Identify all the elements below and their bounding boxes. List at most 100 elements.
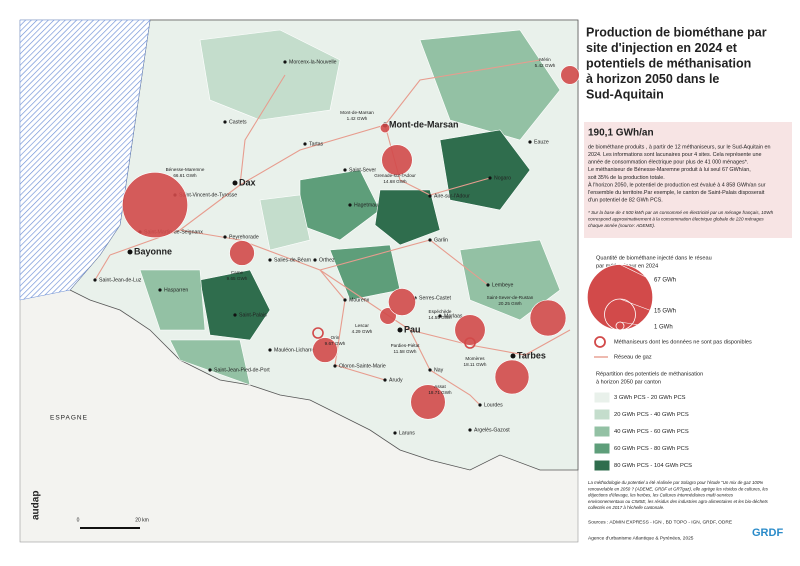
place-dot	[127, 249, 133, 255]
site-name: Saint-Sever-de-Rustan	[487, 295, 534, 300]
methodology: déjections d'élevage, les herbes, les Cu…	[588, 493, 734, 498]
site-value: 1.42 GWh	[347, 116, 368, 121]
place-label: Saint-Jean-Pied-de-Port	[214, 367, 270, 373]
legend-bubble-label: 15 GWh	[654, 309, 676, 315]
place-dot	[510, 353, 516, 359]
site-bubble	[122, 172, 188, 238]
city-label: Pau	[404, 324, 421, 334]
intro-text: À l'horizon 2050, le potentiel de produc…	[588, 181, 766, 188]
canton	[139, 269, 206, 331]
scale-label: 0	[77, 517, 80, 523]
grdf-logo: GRDF	[752, 527, 783, 539]
site-bubble	[312, 337, 338, 363]
place-label: Eauze	[534, 139, 549, 145]
place-label: Saint-Sever	[349, 167, 376, 173]
legend-class-label: 60 GWh PCS - 80 GWh PCS	[614, 446, 689, 452]
site-value: 9.65 GWh	[227, 276, 248, 281]
place-dot	[268, 258, 272, 262]
place-label: Tartas	[309, 141, 324, 147]
site-bubble	[379, 307, 397, 325]
place-label: Nogaro	[494, 175, 511, 181]
place-dot	[93, 278, 97, 282]
legend-missing-label: Méthaniseurs dont les données ne sont pa…	[614, 339, 752, 345]
place-label: Serres-Castet	[419, 295, 452, 301]
place-label: Arudy	[389, 377, 403, 383]
site-value: 5.42 GWh	[535, 63, 556, 68]
legend-class-label: 3 GWh PCS - 20 GWh PCS	[614, 395, 686, 401]
intro-text: 2024. Les informations sont lacunaires p…	[588, 152, 762, 158]
legend-class-label: 20 GWh PCS - 40 GWh PCS	[614, 412, 689, 418]
place-dot	[223, 120, 227, 124]
site-name: Grenade-sur-l'Adour	[374, 173, 416, 178]
site-value: 9.67 GWh	[325, 341, 346, 346]
title: Sud-Aquitain	[586, 87, 664, 101]
place-label: Mourenx	[349, 297, 370, 303]
scale-label: 20 km	[135, 517, 149, 523]
city-label: Mont-de-Marsan	[389, 119, 459, 129]
place-label: Morcenx-la-Nouvelle	[289, 59, 337, 65]
gas-pipe	[319, 269, 386, 381]
map	[19, 19, 579, 543]
site-bubble	[379, 122, 391, 134]
city-label: Bayonne	[134, 246, 172, 256]
place-dot	[333, 364, 337, 368]
canton	[419, 29, 561, 141]
headline: 190,1 GWh/an	[588, 128, 654, 139]
methodology: La méthodologie du potentiel a été réali…	[588, 480, 763, 485]
legend-title: Répartition des potentiels de méthanisat…	[596, 371, 703, 377]
site-name: Lescar	[355, 323, 369, 328]
canton	[169, 339, 251, 386]
methodology: renouvelable en 2050 ? (ADEME, GRDF et G…	[588, 486, 769, 491]
intro-text: soit 35% de la production totale.	[588, 175, 665, 181]
site-bubble	[494, 359, 530, 395]
place-label: Morlaas	[444, 313, 463, 319]
credit: Agence d'urbanisme Atlantique & Pyrénées…	[588, 535, 694, 541]
place-label: Hasparren	[164, 287, 188, 293]
canton	[199, 29, 341, 121]
place-label: Aire-sur-l'Adour	[434, 193, 470, 199]
place-label: Hagetmau	[354, 202, 378, 208]
legend-missing	[594, 336, 606, 348]
place-dot	[232, 180, 238, 186]
place-dot	[208, 368, 212, 372]
site-bubble	[381, 144, 413, 176]
site-bubble	[454, 314, 486, 346]
site-name: Came	[231, 270, 244, 275]
place-label: Saint-Palais	[239, 312, 267, 318]
intro-text: de biométhane produits , à partir de 12 …	[588, 144, 771, 150]
place-dot	[283, 60, 287, 64]
place-label: Lembeye	[492, 282, 513, 288]
place-label: Nay	[434, 367, 444, 373]
place-label: Castets	[229, 119, 247, 125]
place-label: Saint-Jean-de-Luz	[99, 277, 142, 283]
methodology: collectés en 2017 à l'échelle cantonale.	[588, 505, 664, 510]
site-bubble	[229, 240, 255, 266]
site-value: 11.58 GWh	[394, 349, 417, 354]
legend-leader	[619, 321, 653, 328]
place-dot	[348, 203, 352, 207]
legend-class-label: 40 GWh PCS - 60 GWh PCS	[614, 429, 689, 435]
site-value: 18.71 GWh	[428, 390, 452, 395]
site-value: 14.68 GWh	[383, 179, 407, 184]
place-dot	[468, 428, 472, 432]
summary-box	[584, 122, 792, 238]
place-dot	[478, 403, 482, 407]
intro-text: Le méthaniseur de Bénesse-Maremne produi…	[588, 167, 751, 173]
canton	[259, 194, 311, 251]
place-dot	[393, 431, 397, 435]
site-bubble	[529, 299, 567, 337]
place-label: Laruns	[399, 430, 415, 436]
place-dot	[343, 168, 347, 172]
place-dot	[428, 238, 432, 242]
sources: Sources : ADMIN EXPRESS - IGN , BD TOPO …	[588, 519, 732, 525]
place-label: Mauléon-Licharre	[274, 347, 314, 353]
site-name: Mont-de-Marsan	[340, 110, 374, 115]
place-dot	[488, 176, 492, 180]
site-value: 14.55 GWh	[428, 315, 452, 320]
intro-text: l'ensemble du territoire.Par exemple, le…	[588, 190, 765, 196]
legend-swatch	[593, 442, 611, 455]
place-dot	[528, 140, 532, 144]
gas-pipe	[409, 329, 481, 406]
city-label: Tarbes	[517, 350, 546, 360]
